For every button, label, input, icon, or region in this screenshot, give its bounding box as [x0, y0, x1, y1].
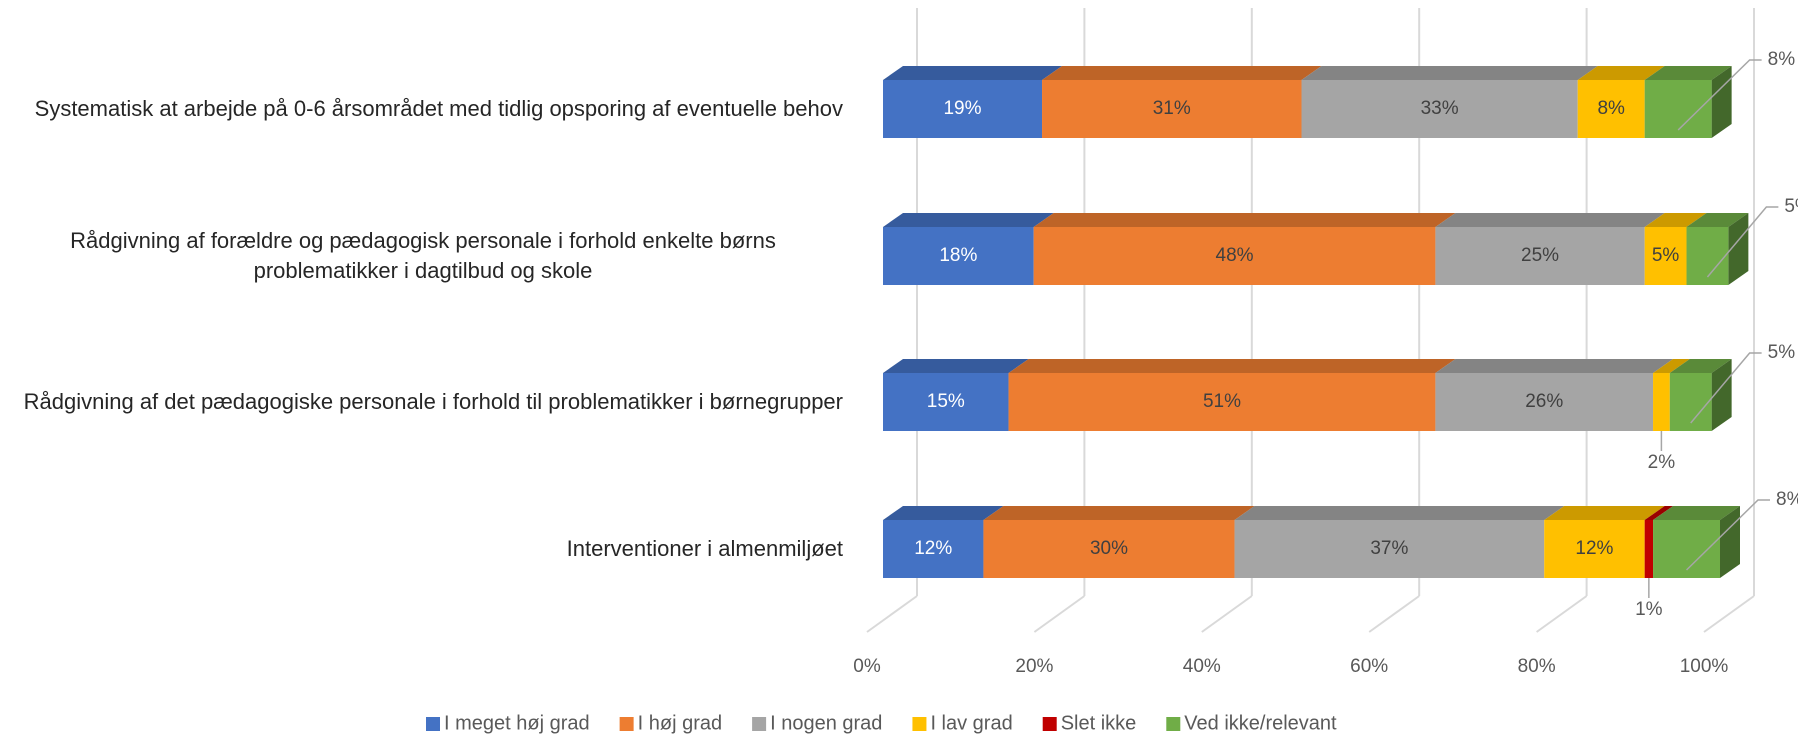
bar-top	[1644, 66, 1732, 80]
bar-top	[883, 66, 1063, 80]
data-label: 51%	[1203, 391, 1241, 412]
legend-label: I høj grad	[638, 712, 722, 734]
bar-top	[883, 506, 1004, 520]
bar-top	[1435, 359, 1674, 373]
bar	[883, 520, 984, 578]
bar	[983, 520, 1235, 578]
bar-top	[883, 359, 1029, 373]
bar	[1435, 373, 1654, 431]
bar	[1644, 520, 1654, 578]
floor-line	[866, 595, 918, 633]
bar	[1234, 520, 1545, 578]
bar-top	[983, 506, 1255, 520]
category-label: Rådgivning af forældre og pædagogisk per…	[70, 228, 776, 283]
floor-line	[1703, 595, 1755, 633]
floor-line	[1201, 595, 1253, 633]
legend-swatch	[426, 717, 440, 731]
data-label: 1%	[1635, 599, 1663, 620]
bar	[1033, 227, 1436, 285]
bar	[1008, 373, 1436, 431]
bar	[1577, 80, 1645, 138]
bar	[1653, 373, 1670, 431]
bar-top	[1033, 213, 1456, 227]
leader-line	[1685, 499, 1770, 571]
floor-line	[1368, 595, 1420, 633]
bar-side	[1728, 213, 1749, 285]
legend-label: I lav grad	[930, 712, 1012, 734]
bar	[883, 227, 1034, 285]
bar	[883, 80, 1043, 138]
data-label: 8%	[1776, 489, 1798, 510]
bar-top	[1577, 66, 1665, 80]
data-label: 5%	[1652, 245, 1680, 266]
x-tick-label: 100%	[1680, 656, 1729, 677]
bar-side	[1720, 506, 1740, 578]
data-label: 26%	[1525, 391, 1563, 412]
bar-top	[1669, 359, 1732, 373]
legend-swatch	[752, 717, 767, 731]
data-label: 12%	[914, 538, 952, 559]
category-label: Systematisk at arbejde på 0-6 årsområdet…	[34, 96, 843, 121]
bar-top	[1644, 506, 1674, 520]
bar-top	[1042, 66, 1322, 80]
legend-label: Ved ikke/relevant	[1184, 712, 1337, 734]
bar-top	[1644, 213, 1707, 227]
bar-top	[1008, 359, 1456, 373]
data-label: 5%	[1784, 196, 1798, 217]
legend-swatch	[912, 717, 927, 731]
category-label: Interventioner i almenmiljøet	[566, 536, 843, 561]
data-label: 30%	[1090, 538, 1128, 559]
bar	[1686, 227, 1729, 285]
floor-line	[1033, 595, 1085, 633]
bar-top	[1544, 506, 1665, 520]
bar	[1301, 80, 1578, 138]
data-label: 5%	[1768, 342, 1796, 363]
bar	[883, 373, 1009, 431]
bar	[1435, 227, 1645, 285]
data-label: 31%	[1153, 98, 1191, 119]
floor-line	[1536, 595, 1588, 633]
data-label: 48%	[1216, 245, 1254, 266]
data-label: 25%	[1521, 245, 1559, 266]
bar-top	[1234, 506, 1565, 520]
x-tick-label: 40%	[1183, 656, 1221, 677]
bar-top	[1686, 213, 1749, 227]
legend-swatch	[619, 717, 634, 731]
bar-top	[1653, 506, 1740, 520]
data-label: 12%	[1575, 538, 1613, 559]
x-tick-label: 0%	[853, 656, 881, 677]
legend-label: I meget høj grad	[444, 712, 590, 734]
bar-side	[1711, 359, 1732, 431]
data-label: 8%	[1597, 98, 1625, 119]
legend-label: Slet ikke	[1061, 712, 1137, 734]
legend-swatch	[1042, 717, 1057, 731]
bar-side	[1711, 66, 1732, 138]
legend-swatch	[1166, 717, 1181, 731]
category-label: Rådgivning af det pædagogiske personale …	[23, 389, 843, 414]
data-label: 33%	[1421, 98, 1459, 119]
leader-line	[1677, 59, 1762, 131]
data-label: 18%	[939, 245, 977, 266]
data-label: 19%	[943, 98, 981, 119]
bar	[1644, 227, 1687, 285]
bar-top	[883, 213, 1054, 227]
bar	[1669, 373, 1712, 431]
x-tick-label: 20%	[1015, 656, 1053, 677]
data-label: 37%	[1370, 538, 1408, 559]
x-tick-label: 80%	[1518, 656, 1556, 677]
data-label: 2%	[1648, 452, 1676, 473]
bar	[1042, 80, 1302, 138]
bar-top	[1435, 213, 1665, 227]
leader-line	[1706, 206, 1779, 278]
leader-line	[1690, 352, 1762, 424]
bar	[1544, 520, 1645, 578]
data-label: 15%	[927, 391, 965, 412]
x-tick-label: 60%	[1350, 656, 1388, 677]
legend-label: I nogen grad	[770, 712, 882, 734]
bar-top	[1653, 359, 1690, 373]
bar-top	[1301, 66, 1598, 80]
data-label: 8%	[1768, 49, 1796, 70]
